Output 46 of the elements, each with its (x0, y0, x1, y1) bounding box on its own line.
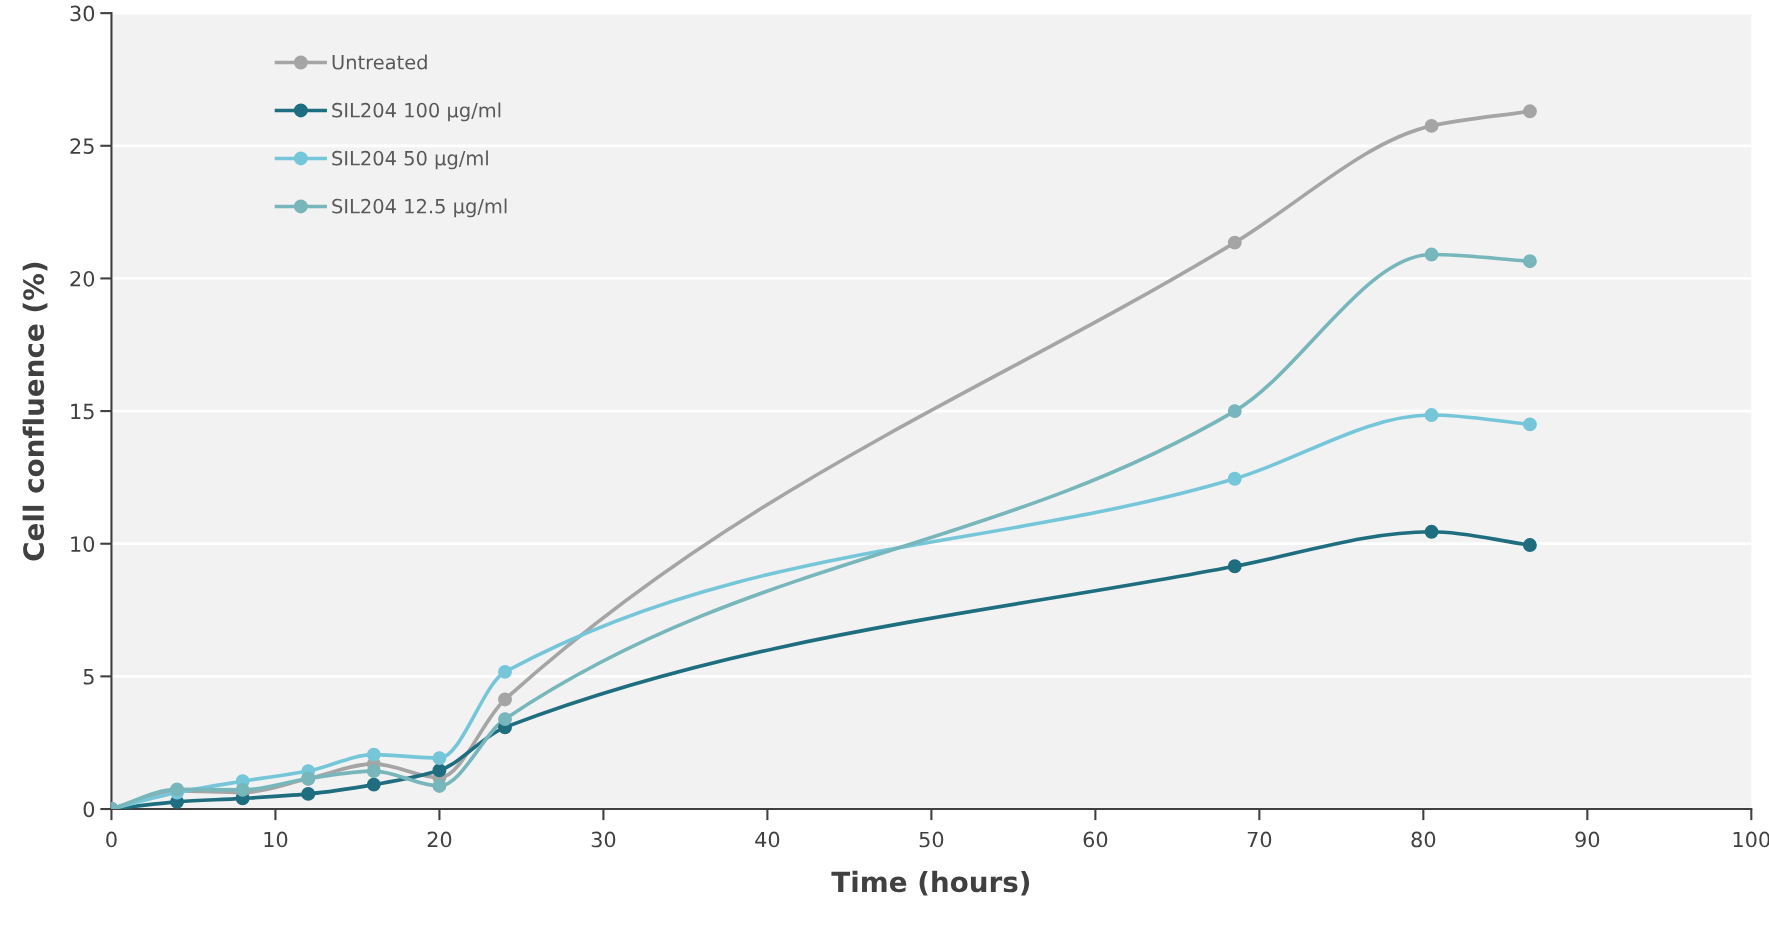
x-tick-label: 60 (1083, 831, 1108, 848)
x-tick-label: 40 (755, 831, 780, 848)
legend-label: SIL204 100 µg/ml (332, 102, 501, 122)
legend-label: SIL204 50 µg/ml (332, 150, 488, 170)
point (1424, 524, 1439, 539)
x-tick-label: 100 (1733, 831, 1769, 848)
x-axis-title: Time (hours) (831, 870, 1030, 896)
y-tick-label: 20 (70, 270, 95, 287)
point (498, 692, 512, 707)
y-tick-label: 30 (70, 5, 95, 22)
point (301, 786, 316, 801)
point (498, 664, 512, 679)
x-tick-label: 10 (264, 831, 288, 848)
x-tick-label: 80 (1411, 831, 1436, 848)
x-tick-label: 20 (427, 831, 452, 848)
legend-label: SIL204 12.5 µg/ml (332, 198, 507, 218)
x-tick-label: 0 (106, 831, 117, 848)
point (1522, 417, 1537, 432)
point (1522, 254, 1537, 269)
point (1227, 559, 1242, 574)
x-tick-label: 30 (591, 831, 616, 848)
x-tick-label: 90 (1575, 831, 1600, 848)
point (432, 763, 447, 778)
point (1522, 104, 1537, 119)
x-tick-label: 70 (1247, 831, 1272, 848)
point (366, 747, 381, 762)
point (498, 712, 512, 727)
y-tick-label: 5 (83, 669, 94, 685)
point (1227, 235, 1242, 250)
point (1424, 408, 1439, 423)
y-tick-label: 10 (71, 536, 95, 552)
point (1424, 247, 1439, 262)
y-tick-label: 15 (71, 403, 94, 420)
y-tick-label: 25 (70, 138, 94, 154)
point (432, 778, 447, 793)
point (1522, 538, 1537, 552)
point (366, 777, 381, 792)
x-tick-label: 50 (919, 831, 944, 848)
legend-label: Untreated (332, 54, 427, 70)
point (1227, 404, 1242, 419)
point (432, 751, 447, 766)
y-tick-label: 0 (83, 801, 95, 818)
point (1424, 118, 1439, 133)
point (366, 764, 381, 779)
point (1227, 471, 1242, 486)
y-axis-title: Cell confluence (%) (22, 262, 48, 561)
